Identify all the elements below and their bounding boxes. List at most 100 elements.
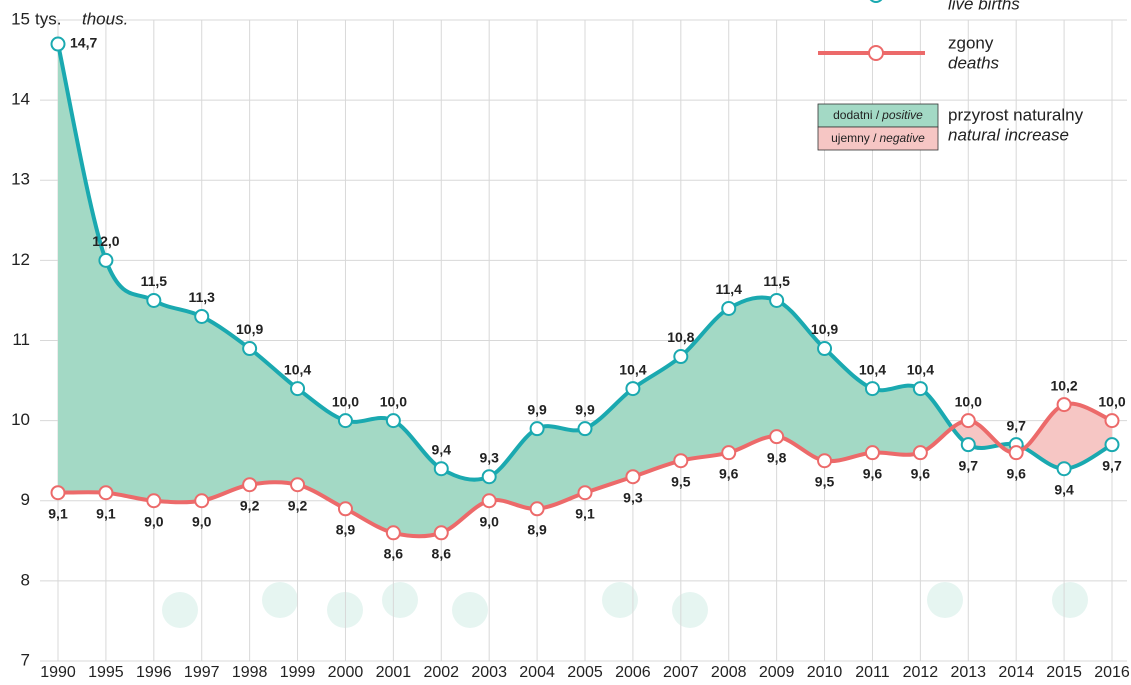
x-tick-label: 1999 bbox=[280, 664, 316, 681]
background-icons bbox=[162, 582, 1088, 628]
x-tick-label: 1997 bbox=[184, 664, 220, 681]
point bbox=[1010, 446, 1023, 459]
data-label: 10,4 bbox=[859, 361, 886, 377]
point bbox=[770, 430, 783, 443]
y-unit: tys. bbox=[35, 9, 61, 28]
y-tick-label: 14 bbox=[11, 90, 30, 109]
x-tick-label: 2002 bbox=[423, 664, 459, 681]
point bbox=[914, 446, 927, 459]
point bbox=[291, 478, 304, 491]
x-tick-label: 2006 bbox=[615, 664, 651, 681]
y-unit-en: thous. bbox=[82, 9, 128, 28]
x-tick-label: 2012 bbox=[903, 664, 939, 681]
data-label: 9,3 bbox=[623, 489, 643, 505]
data-label: 10,9 bbox=[811, 321, 838, 337]
y-tick-label: 9 bbox=[21, 490, 30, 509]
point bbox=[962, 414, 975, 427]
data-label: 9,5 bbox=[815, 473, 835, 489]
point bbox=[52, 486, 65, 499]
legend-label: deaths bbox=[948, 53, 1000, 72]
x-tick-label: 2011 bbox=[855, 664, 890, 681]
data-label: 9,6 bbox=[863, 465, 883, 481]
data-label: 8,6 bbox=[384, 546, 404, 562]
point bbox=[1106, 438, 1119, 451]
data-label: 8,9 bbox=[336, 521, 356, 537]
data-label: 10,0 bbox=[1098, 393, 1125, 409]
point bbox=[387, 414, 400, 427]
data-label: 9,8 bbox=[767, 449, 787, 465]
point bbox=[914, 382, 927, 395]
data-label: 12,0 bbox=[92, 233, 119, 249]
point bbox=[866, 382, 879, 395]
data-label: 10,9 bbox=[236, 321, 263, 337]
data-label: 8,6 bbox=[432, 546, 452, 562]
point bbox=[1058, 462, 1071, 475]
x-tick-label: 2001 bbox=[376, 664, 412, 681]
point bbox=[291, 382, 304, 395]
x-tick-label: 2004 bbox=[519, 664, 555, 681]
x-tick-label: 2003 bbox=[471, 664, 507, 681]
legend-label-pl: dodatni / bbox=[833, 108, 880, 122]
point bbox=[962, 438, 975, 451]
point bbox=[339, 414, 352, 427]
legend-label-en: positive bbox=[881, 108, 923, 122]
x-tick-label: 2010 bbox=[807, 664, 843, 681]
point bbox=[579, 486, 592, 499]
legend-label: zgony bbox=[948, 33, 994, 52]
legend-label: live births bbox=[948, 0, 1020, 13]
point bbox=[435, 526, 448, 539]
data-label: 11,3 bbox=[188, 289, 215, 305]
point bbox=[52, 38, 65, 51]
y-tick-label: 15 bbox=[11, 9, 30, 28]
data-label: 10,4 bbox=[907, 361, 934, 377]
data-label: 9,7 bbox=[1102, 457, 1122, 473]
y-tick-label: 12 bbox=[11, 250, 30, 269]
legend-label-en: negative bbox=[879, 131, 925, 145]
data-label: 9,1 bbox=[48, 505, 68, 521]
point bbox=[626, 470, 639, 483]
x-tick-label: 2014 bbox=[998, 664, 1034, 681]
data-label: 9,0 bbox=[479, 513, 499, 529]
point bbox=[1106, 414, 1119, 427]
x-tick-label: 1990 bbox=[40, 664, 76, 681]
point bbox=[147, 494, 160, 507]
point bbox=[195, 310, 208, 323]
data-label: 9,6 bbox=[719, 465, 739, 481]
point bbox=[147, 294, 160, 307]
point bbox=[243, 478, 256, 491]
data-label: 10,4 bbox=[284, 361, 311, 377]
data-label: 10,4 bbox=[619, 361, 646, 377]
point bbox=[866, 446, 879, 459]
data-label: 9,7 bbox=[959, 457, 979, 473]
data-label: 9,0 bbox=[192, 513, 212, 529]
point bbox=[99, 486, 112, 499]
point bbox=[722, 302, 735, 315]
data-label: 9,6 bbox=[911, 465, 931, 481]
x-tick-label: 1998 bbox=[232, 664, 268, 681]
point bbox=[818, 454, 831, 467]
data-label: 9,2 bbox=[288, 497, 308, 513]
x-tick-label: 2000 bbox=[328, 664, 364, 681]
point bbox=[435, 462, 448, 475]
data-label: 9,9 bbox=[575, 401, 595, 417]
data-label: 11,5 bbox=[141, 273, 168, 289]
data-label: 10,0 bbox=[955, 393, 982, 409]
x-tick-label: 2013 bbox=[950, 664, 986, 681]
data-label: 9,4 bbox=[432, 441, 452, 457]
data-label: 10,0 bbox=[332, 393, 359, 409]
y-tick-label: 8 bbox=[21, 570, 30, 589]
point bbox=[483, 470, 496, 483]
data-label: 9,6 bbox=[1006, 465, 1026, 481]
legend-title-en: natural increase bbox=[948, 125, 1069, 144]
y-tick-label: 13 bbox=[11, 170, 30, 189]
data-label: 9,3 bbox=[479, 449, 499, 465]
data-label: 9,5 bbox=[671, 473, 691, 489]
data-label: 14,7 bbox=[70, 35, 97, 51]
point bbox=[674, 454, 687, 467]
point bbox=[387, 526, 400, 539]
point bbox=[99, 254, 112, 267]
point bbox=[195, 494, 208, 507]
y-tick-label: 11 bbox=[12, 330, 30, 349]
point bbox=[483, 494, 496, 507]
data-label: 9,2 bbox=[240, 497, 260, 513]
